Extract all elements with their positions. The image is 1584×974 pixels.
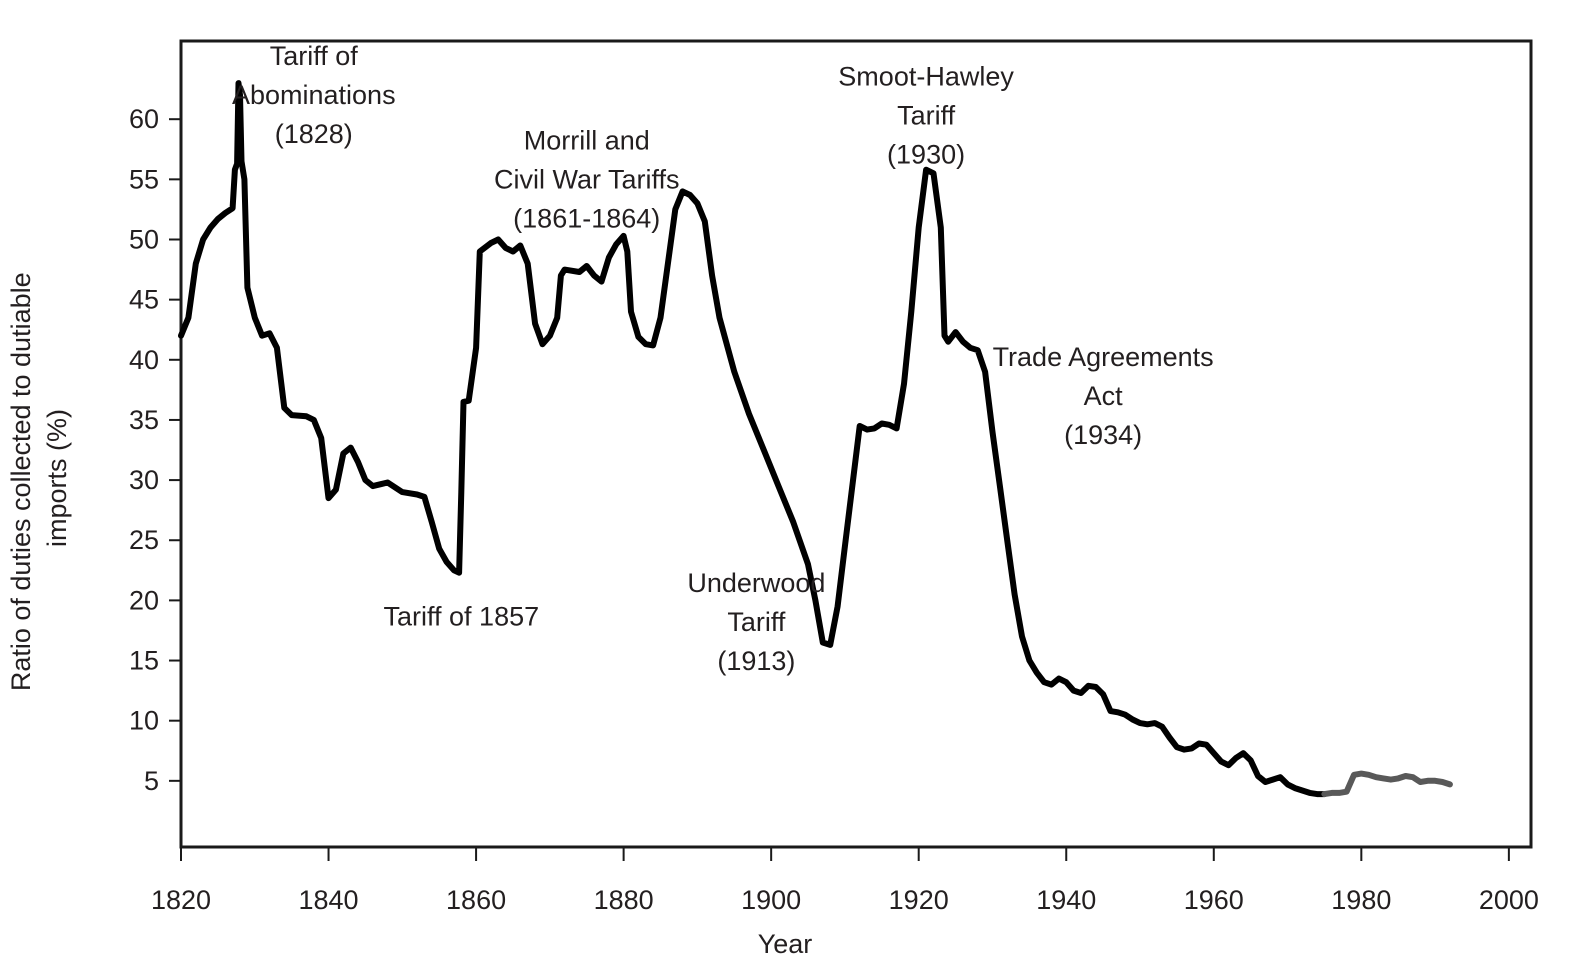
y-tick-label: 10 — [129, 706, 159, 736]
annotation-line: Civil War Tariffs — [494, 164, 680, 194]
y-axis-title: Ratio of duties collected to dutiable im… — [6, 265, 72, 691]
annotation-line: Tariff of 1857 — [384, 602, 540, 632]
annotation-line: Abominations — [232, 80, 396, 110]
x-tick-label: 1860 — [446, 885, 506, 915]
series-line-2 — [1321, 770, 1453, 798]
y-tick-label: 35 — [129, 405, 159, 435]
y-tick-label: 30 — [129, 465, 159, 495]
x-tick-label: 1840 — [299, 885, 359, 915]
annotation-1: Tariff of Abominations (1828) — [232, 41, 396, 149]
annotation-line: (1828) — [275, 119, 353, 149]
y-tick-label: 25 — [129, 525, 159, 555]
y-axis-title-line-1: Ratio of duties collected to dutiable — [6, 272, 36, 691]
annotation-line: Tariff — [727, 607, 786, 637]
y-axis-title-line-2: imports (%) — [42, 409, 72, 547]
series-line-1 — [178, 80, 1328, 798]
x-tick-label: 1900 — [741, 885, 801, 915]
annotation-2: Morrill and Civil War Tariffs (1861-1864) — [494, 125, 680, 233]
annotation-6: Trade Agreements Act (1934) — [993, 342, 1214, 450]
y-tick-label: 60 — [129, 104, 159, 134]
y-tick-label: 5 — [144, 766, 159, 796]
annotation-line: Underwood — [687, 568, 825, 598]
annotation-line: Act — [1084, 381, 1124, 411]
series-lines — [178, 80, 1453, 798]
annotation-5: Smoot-Hawley Tariff (1930) — [838, 62, 1014, 170]
x-tick-label: 1920 — [889, 885, 949, 915]
x-tick-label: 1820 — [151, 885, 211, 915]
annotation-line: (1861-1864) — [513, 203, 660, 233]
annotation-line: Trade Agreements — [993, 342, 1214, 372]
x-tick-label: 1980 — [1331, 885, 1391, 915]
annotation-line: (1930) — [887, 140, 965, 170]
y-axis: 5 10 15 20 25 30 35 40 45 50 55 60 — [129, 104, 181, 796]
annotations: Tariff of Abominations (1828) Morrill and Ci… — [232, 41, 1214, 676]
x-tick-label: 1940 — [1036, 885, 1096, 915]
annotation-4: Underwood Tariff (1913) — [687, 568, 825, 676]
annotation-line: (1934) — [1064, 420, 1142, 450]
y-tick-label: 55 — [129, 164, 159, 194]
annotation-line: Tariff — [897, 101, 956, 131]
annotation-line: Tariff of — [270, 41, 359, 71]
y-tick-label: 20 — [129, 585, 159, 615]
x-axis-title: Year — [758, 929, 813, 959]
y-tick-label: 50 — [129, 224, 159, 254]
x-tick-label: 1880 — [594, 885, 654, 915]
annotation-line: Morrill and — [524, 125, 650, 155]
y-tick-label: 45 — [129, 285, 159, 315]
x-axis: 1820 1840 1860 1880 1900 1920 1940 1960 1980 2000 — [151, 847, 1539, 915]
annotation-line: Smoot-Hawley — [838, 62, 1014, 92]
annotation-line: (1913) — [717, 646, 795, 676]
x-tick-label: 2000 — [1479, 885, 1539, 915]
y-tick-label: 40 — [129, 345, 159, 375]
x-tick-label: 1960 — [1184, 885, 1244, 915]
annotation-3: Tariff of 1857 — [384, 602, 540, 632]
y-tick-label: 15 — [129, 646, 159, 676]
